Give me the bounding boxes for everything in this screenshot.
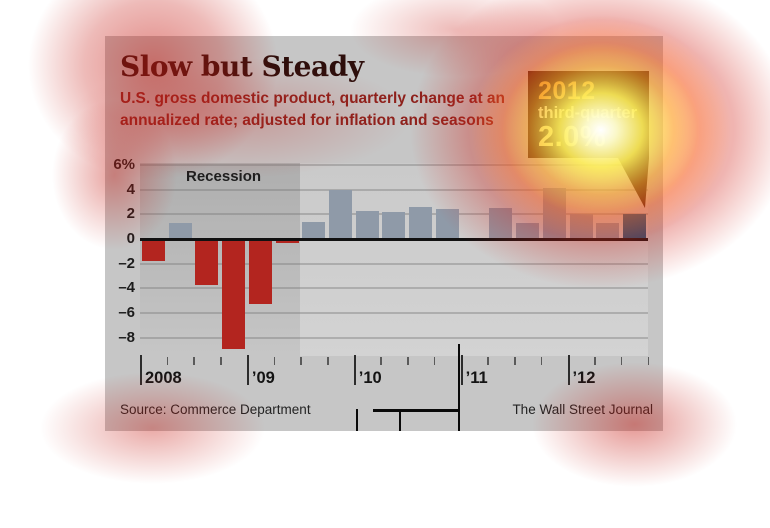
chart-title: Slow but Steady	[120, 50, 364, 83]
bar-2008-q2	[168, 222, 192, 239]
x-tick-label-2008: 2008	[145, 369, 182, 387]
bar-2008-q4	[222, 239, 246, 349]
x-tick-major	[567, 355, 570, 385]
artifact-line-horizontal	[373, 409, 460, 412]
y-tick-label-4: 4	[126, 180, 135, 198]
bar-2012-q3	[622, 214, 646, 239]
bar-2009-q4	[329, 189, 353, 239]
x-tick-minor	[487, 357, 489, 365]
bar-2008-q3	[195, 239, 219, 285]
gridline-4	[140, 188, 648, 191]
x-tick-major	[460, 355, 463, 385]
bar-2011-q3	[516, 222, 540, 239]
x-tick-minor	[647, 357, 650, 365]
gridline--4	[140, 287, 648, 290]
x-tick-minor	[327, 357, 329, 365]
x-tick-minor	[433, 357, 436, 365]
x-tick-label-11: ’11	[465, 369, 488, 387]
bar-2009-q2	[275, 239, 299, 243]
x-tick-minor	[540, 357, 543, 365]
x-tick-minor	[220, 357, 222, 365]
plot-area: Recession 6% 4 2 0 –2 –4 –6 –8	[113, 157, 648, 356]
y-tick-label--8: –8	[118, 328, 135, 346]
chart-subtitle: U.S. gross domestic product, quarterly c…	[120, 88, 540, 132]
bar-2010-q3	[409, 206, 433, 239]
chart-subtitle-line1: U.S. gross domestic product, quarterly c…	[120, 90, 506, 107]
callout-value: 2.0%	[538, 121, 607, 153]
x-tick-minor	[380, 357, 382, 365]
bar-2009-q1	[248, 239, 272, 305]
bar-2010-q1	[355, 210, 379, 239]
bar-2008-q1	[142, 239, 165, 262]
x-tick-minor	[273, 357, 276, 365]
x-tick-label-12: ’12	[572, 369, 596, 387]
y-tick-label--6: –6	[118, 304, 135, 322]
x-tick-minor	[407, 357, 409, 365]
gridline--6	[140, 312, 648, 315]
chart-subtitle-line2: annualized rate; adjusted for inflation …	[120, 112, 494, 129]
bar-2012-q1	[569, 214, 593, 239]
x-tick-minor	[514, 357, 516, 365]
bar-2010-q4	[435, 209, 459, 239]
chart-card: Slow but Steady U.S. gross domestic prod…	[105, 36, 663, 431]
bar-2012-q2	[596, 222, 620, 239]
gridline-6	[140, 163, 648, 166]
callout-year: 2012	[538, 77, 596, 105]
callout-box: 2012 third-quarter 2.0%	[528, 71, 649, 158]
gridline--2	[140, 262, 648, 265]
source-note: Source: Commerce Department	[120, 402, 311, 417]
x-tick-label-09: ’09	[251, 369, 275, 387]
callout-quarter: third-quarter	[538, 104, 637, 122]
x-tick-major	[140, 355, 142, 385]
x-tick-minor	[166, 357, 169, 365]
artifact-line-vertical-long	[458, 344, 460, 431]
y-tick-label--2: –2	[118, 254, 135, 272]
x-tick-minor	[620, 357, 623, 365]
x-tick-minor	[300, 357, 302, 365]
credit-note: The Wall Street Journal	[512, 402, 653, 417]
y-tick-label-2: 2	[126, 205, 135, 223]
y-tick-label-6: 6%	[113, 155, 135, 173]
artifact-line-vertical-1	[356, 409, 358, 431]
y-tick-label-0: 0	[126, 230, 135, 247]
zero-axis-line	[140, 238, 648, 241]
artifact-line-vertical-2	[399, 409, 401, 431]
x-tick-minor	[193, 357, 195, 365]
bar-2009-q3	[302, 221, 326, 239]
x-tick-major	[246, 355, 249, 385]
gridline--8	[140, 336, 648, 339]
bar-2011-q2	[489, 208, 513, 239]
bar-2010-q2	[382, 211, 406, 239]
recession-label: Recession	[186, 168, 262, 185]
x-tick-major	[353, 355, 356, 385]
recession-band	[140, 163, 300, 356]
bar-2011-q4	[542, 188, 566, 239]
y-tick-label--4: –4	[118, 279, 135, 297]
x-tick-label-10: ’10	[358, 369, 382, 387]
x-tick-minor	[594, 357, 596, 365]
